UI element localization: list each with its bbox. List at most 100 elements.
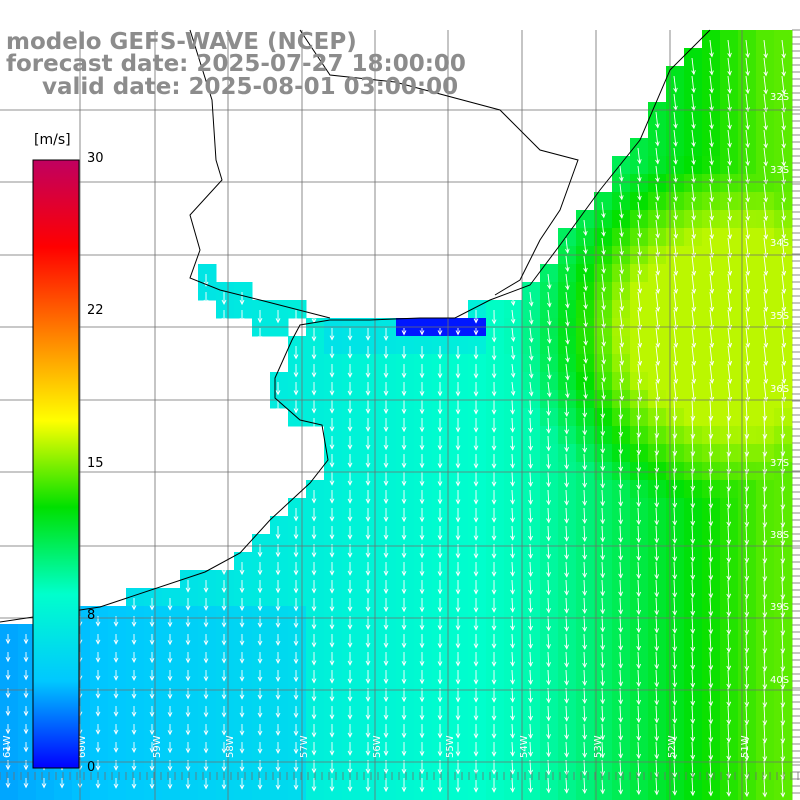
wind-arrow-head — [528, 355, 534, 361]
wind-arrow — [511, 561, 514, 576]
wind-arrow — [691, 561, 694, 580]
wind-arrow-head — [745, 215, 750, 222]
speed-cell — [162, 750, 181, 769]
wind-arrow-head — [203, 640, 209, 646]
wind-arrow — [637, 363, 641, 384]
wind-arrow-head — [5, 656, 11, 663]
wind-arrow-head — [401, 715, 407, 721]
wind-arrow-head — [347, 714, 353, 720]
wind-arrow-head — [23, 765, 29, 771]
speed-cell — [666, 714, 685, 733]
wind-arrow-head — [655, 123, 660, 129]
speed-cell — [468, 786, 487, 800]
wind-arrow-head — [365, 642, 371, 648]
wind-arrow-head — [528, 733, 533, 739]
wind-arrow-head — [401, 427, 407, 433]
wind-arrow — [781, 453, 784, 474]
wind-arrow — [745, 147, 749, 166]
wind-arrow-head — [745, 342, 751, 348]
speed-cell — [432, 606, 451, 625]
wind-arrow-head — [455, 589, 461, 595]
speed-cell — [702, 120, 721, 139]
wind-arrow — [763, 237, 767, 258]
wind-arrow-head — [185, 658, 191, 664]
wind-arrow-head — [510, 553, 515, 559]
wind-arrow-head — [780, 684, 786, 690]
speed-cell — [0, 660, 19, 679]
speed-cell — [666, 210, 685, 229]
wind-arrow-head — [762, 433, 768, 440]
wind-arrow-head — [708, 683, 714, 689]
speed-cell — [324, 678, 343, 697]
speed-cell — [18, 714, 37, 733]
wind-arrow-head — [510, 751, 515, 757]
wind-arrow-head — [419, 643, 425, 649]
speed-cell — [342, 660, 361, 679]
wind-arrow — [709, 129, 713, 147]
wind-arrow-head — [564, 536, 569, 542]
speed-cell — [666, 120, 685, 139]
speed-cell — [126, 786, 145, 800]
wind-arrow — [583, 399, 586, 417]
speed-cell — [504, 372, 523, 391]
wind-arrow — [637, 165, 641, 182]
wind-arrow — [709, 309, 713, 330]
wind-arrow-head — [691, 252, 697, 258]
wind-arrow — [763, 705, 766, 725]
wind-arrow — [637, 723, 640, 741]
wind-arrow-head — [383, 624, 389, 631]
speed-cell — [252, 750, 271, 769]
speed-cell — [540, 426, 559, 445]
wind-arrow-head — [473, 625, 479, 631]
lat-label: 37S — [770, 458, 789, 469]
wind-arrow — [655, 651, 658, 669]
wind-arrow-head — [636, 663, 642, 670]
wind-arrow-head — [131, 693, 137, 700]
speed-cell — [558, 678, 577, 697]
speed-cell — [324, 732, 343, 751]
wind-arrow — [709, 165, 713, 183]
speed-cell — [306, 552, 325, 571]
wind-arrow-head — [203, 676, 209, 682]
wind-arrow-head — [781, 89, 786, 95]
wind-arrow-head — [727, 360, 733, 366]
wind-arrow — [583, 561, 586, 578]
wind-arrow-head — [528, 391, 534, 397]
wind-arrow-head — [510, 697, 515, 703]
speed-cell — [630, 642, 649, 661]
wind-arrow-head — [365, 750, 371, 756]
speed-cell — [738, 192, 757, 211]
speed-cell — [288, 786, 307, 800]
wind-arrow — [655, 219, 659, 238]
wind-arrow-head — [691, 215, 696, 221]
speed-cell — [594, 264, 613, 283]
wind-arrow-head — [672, 736, 678, 742]
speed-cell — [252, 570, 271, 589]
speed-cell — [612, 588, 631, 607]
wind-arrow-head — [510, 625, 515, 631]
wind-arrow — [601, 507, 604, 524]
wind-arrow-head — [582, 482, 587, 489]
speed-cell — [576, 282, 595, 301]
speed-cell — [252, 714, 271, 733]
wind-arrow — [763, 417, 766, 439]
speed-cell — [252, 552, 271, 571]
wind-arrow — [547, 507, 550, 523]
wind-arrow — [763, 759, 766, 779]
wind-arrow-head — [672, 520, 678, 526]
wind-arrow — [691, 579, 694, 598]
speed-cell — [468, 660, 487, 679]
speed-cell — [342, 552, 361, 571]
speed-cell — [216, 606, 235, 625]
wind-arrow-head — [618, 537, 624, 543]
wind-arrow — [691, 309, 695, 330]
wind-arrow — [727, 93, 731, 111]
wind-arrow-head — [582, 644, 587, 651]
wind-arrow-head — [780, 792, 786, 798]
speed-cell — [504, 480, 523, 499]
wind-arrow-head — [365, 462, 371, 468]
wind-arrow-head — [329, 408, 335, 414]
wind-arrow-head — [419, 625, 425, 631]
wind-arrow-head — [185, 587, 191, 593]
